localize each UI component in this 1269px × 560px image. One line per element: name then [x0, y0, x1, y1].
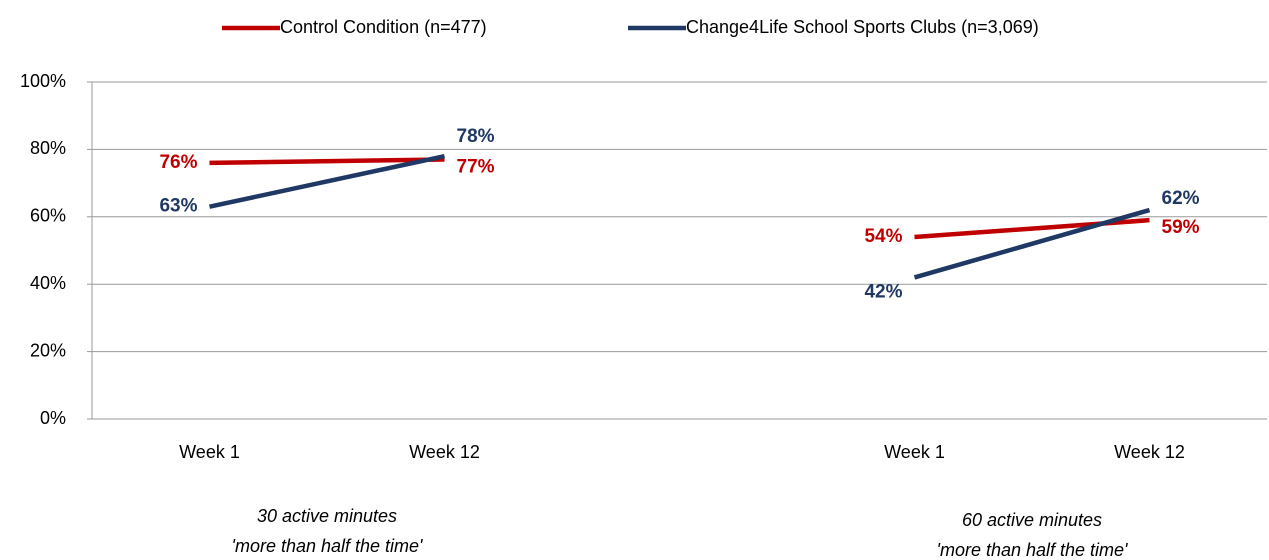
data-label: 42% — [864, 281, 902, 302]
data-label: 63% — [159, 196, 197, 217]
group-label: 'more than half the time' — [232, 536, 424, 556]
x-tick-label: Week 1 — [179, 442, 240, 462]
group-label: 30 active minutes — [257, 506, 397, 526]
y-tick-label: 60% — [30, 206, 66, 226]
group-label: 'more than half the time' — [937, 540, 1129, 560]
y-tick-label: 40% — [30, 273, 66, 293]
legend-label: Change4Life School Sports Clubs (n=3,069… — [686, 17, 1039, 37]
x-tick-label: Week 12 — [409, 442, 480, 462]
x-tick-label: Week 12 — [1114, 442, 1185, 462]
data-label: 54% — [864, 226, 902, 247]
legend-label: Control Condition (n=477) — [280, 17, 487, 37]
series-line — [209, 157, 1150, 240]
data-label: 62% — [1162, 188, 1200, 209]
series-line — [209, 153, 1151, 280]
y-tick-label: 0% — [40, 408, 66, 428]
data-label: 77% — [457, 157, 495, 178]
y-tick-label: 20% — [30, 340, 66, 360]
data-label: 78% — [457, 126, 495, 147]
x-tick-label: Week 1 — [884, 442, 945, 462]
data-label: 76% — [159, 152, 197, 173]
group-label: 60 active minutes — [962, 510, 1102, 530]
data-label: 59% — [1162, 217, 1200, 238]
y-tick-label: 100% — [20, 71, 66, 91]
y-tick-label: 80% — [30, 138, 66, 158]
